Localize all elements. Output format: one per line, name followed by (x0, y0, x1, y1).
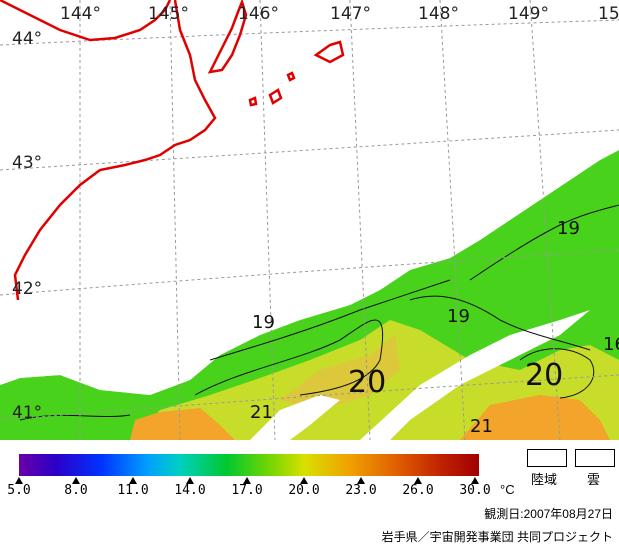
sst-orange-region-east (460, 395, 610, 440)
cloud-key-label: 雲 (587, 472, 601, 487)
scale-tick-label: 20.0 (288, 483, 320, 498)
scale-tick (129, 477, 137, 484)
cloud-key-box (575, 449, 615, 467)
scale-tick-label: 26.0 (402, 483, 434, 498)
kuril-island-4 (248, 96, 258, 107)
latitude-label: 43° (12, 153, 42, 173)
scale-tick-label: 17.0 (231, 483, 263, 498)
temperature-color-scale (19, 454, 479, 476)
isotherm-label: 20 (525, 358, 563, 393)
isotherm-label: 20 (348, 365, 386, 400)
longitude-label: 147° (330, 4, 371, 24)
scale-tick-label: 11.0 (117, 483, 149, 498)
kuril-island-5 (286, 71, 296, 82)
kuril-island-3 (268, 88, 283, 105)
coastline (0, 0, 345, 301)
credit-line: 岩手県／宇宙開発事業団 共同プロジェクト (381, 530, 613, 544)
latitude-label: 44° (12, 29, 42, 49)
isotherm-label: 19 (557, 218, 580, 239)
isotherms (19, 204, 619, 421)
longitude-label: 149° (508, 4, 549, 24)
cloud-gap (0, 0, 619, 395)
longitude-labels: 144° 145° 146° 147° 148° 149° 15 (60, 4, 619, 24)
isotherm-labels: 19 19 19 20 20 21 21 16 (250, 218, 619, 437)
hokkaido-coastline (0, 0, 217, 301)
isotherm-label: 21 (250, 402, 273, 423)
scale-tick (243, 477, 251, 484)
scale-tick (72, 477, 80, 484)
cloud-gap (250, 395, 340, 440)
scale-tick-label: 14.0 (174, 483, 206, 498)
longitude-label: 146° (238, 4, 279, 24)
isotherm-label: 21 (470, 416, 493, 437)
scale-tick-label: 23.0 (345, 483, 377, 498)
longitude-label: 148° (418, 4, 459, 24)
sst-orange-region (130, 408, 235, 440)
scale-tick-label: 8.0 (64, 483, 88, 498)
cloud-gap (360, 310, 590, 440)
land-key-label: 陸域 (531, 472, 558, 487)
scale-tick (15, 477, 23, 484)
latitude-label: 41° (12, 403, 42, 423)
sst-field (0, 0, 619, 440)
scale-tick-label: 30.0 (459, 483, 491, 498)
isotherm-label: 19 (252, 312, 275, 333)
latitude-labels: 44° 43° 42° 41° (12, 29, 42, 423)
scale-tick-label: 5.0 (7, 483, 31, 498)
longitude-label: 15 (598, 4, 619, 24)
observation-date: 観測日:2007年08月27日 (484, 507, 613, 521)
kuril-island-1 (207, 0, 248, 74)
latitude-label: 42° (12, 279, 42, 299)
longitude-label: 145° (148, 4, 189, 24)
kuril-island-2 (313, 40, 345, 64)
longitude-label: 144° (60, 4, 101, 24)
isotherm-label: 16 (603, 334, 619, 355)
sst-yellow-core (280, 335, 400, 410)
graticule (0, 0, 619, 440)
scale-tick (300, 477, 308, 484)
sea-surface-temperature-map: 144° 145° 146° 147° 148° 149° 15 44° 43°… (0, 0, 619, 440)
land-key-box (527, 449, 567, 467)
scale-tick (357, 477, 365, 484)
scale-tick (186, 477, 194, 484)
scale-tick (414, 477, 422, 484)
isotherm-label: 19 (447, 306, 470, 327)
scale-tick (471, 477, 479, 484)
temperature-unit: °C (500, 482, 515, 497)
